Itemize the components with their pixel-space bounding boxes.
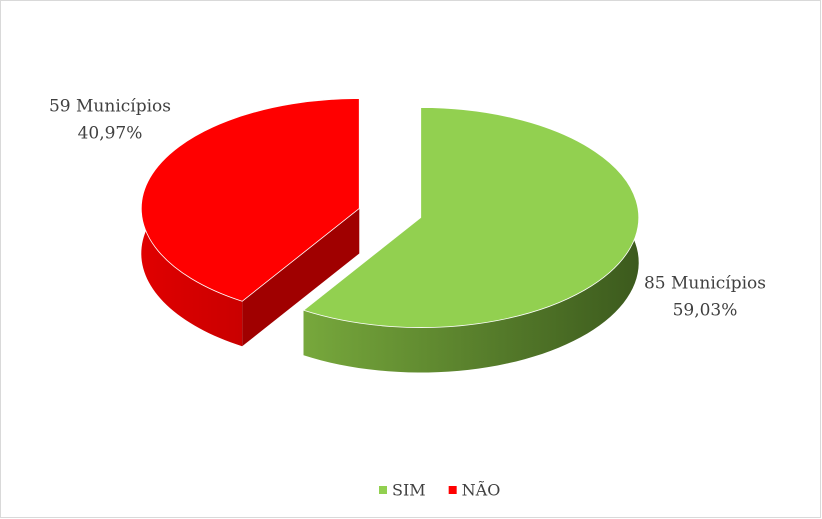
legend-label: SIM xyxy=(392,481,426,500)
legend-swatch xyxy=(379,486,387,494)
data-label: 40,97% xyxy=(78,124,143,144)
slice-side xyxy=(242,208,360,347)
data-label: 85 Municípios xyxy=(644,274,766,294)
slice xyxy=(302,107,640,328)
data-label: 59,03% xyxy=(673,301,738,321)
data-label: 59 Municípios xyxy=(49,97,171,117)
legend-swatch xyxy=(448,486,457,494)
slice xyxy=(140,98,360,302)
legend-label: NÃO xyxy=(462,480,501,500)
